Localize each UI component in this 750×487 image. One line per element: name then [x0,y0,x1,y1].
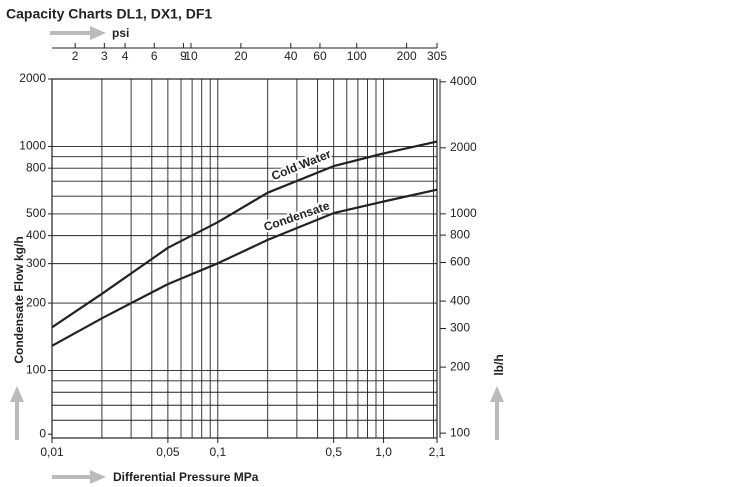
y2-tick-label: 2000 [450,140,477,154]
x2-tick-label: 200 [397,49,417,63]
y2-tick-label: 4000 [450,74,477,88]
x-tick-label: 0,1 [209,445,226,459]
x2-tick-label: 9 [180,49,187,63]
y2-tick-label: 600 [450,255,470,269]
y2-axis-label: lb/h [492,354,506,375]
chart-title: Capacity Charts DL1, DX1, DF1 [6,6,212,22]
y-tick-label: 800 [26,160,46,174]
arrow [52,475,92,479]
y2-tick-label: 100 [450,425,470,439]
y-tick-label: 400 [26,228,46,242]
x-tick-label: 0,5 [325,445,342,459]
x-axis-label: Differential Pressure MPa [113,470,259,484]
y-tick-label: 2000 [19,71,46,85]
y2-tick-label: 300 [450,321,470,335]
x2-tick-label: 20 [234,49,248,63]
y2-tick-label: 800 [450,227,470,241]
x2-tick-label: 2 [72,49,79,63]
x-tick-label: 2,1 [429,445,446,459]
arrow [495,400,499,440]
plot-frame [51,78,438,439]
arrow [490,386,504,402]
line-series [51,140,438,329]
y-tick-label: 200 [26,295,46,309]
x2-tick-label: 10 [184,49,198,63]
line-series [51,188,438,347]
arrows [10,26,504,484]
arrow [15,400,19,440]
arrow [90,26,106,40]
y-tick-label: 100 [26,363,46,377]
arrow [90,470,106,484]
y-tick-label: 0 [39,426,46,440]
series-label: Cold Water [269,146,333,183]
x-tick-label: 1,0 [375,445,392,459]
y2-tick-label: 200 [450,359,470,373]
y-tick-label: 500 [26,206,46,220]
x2-tick-label: 3 [101,49,108,63]
y-tick-label: 1000 [19,139,46,153]
x-tick-label: 0,05 [156,445,180,459]
x2-tick-label: 60 [313,49,327,63]
x2-axis-label: psi [112,26,129,40]
arrow [10,386,24,402]
y-tick-label: 300 [26,256,46,270]
y-axis-label: Condensate Flow kg/h [12,236,26,363]
x-tick-label: 0,01 [40,445,64,459]
y2-tick-label: 1000 [450,206,477,220]
arrow [50,31,92,35]
x2-tick-label: 305 [427,49,447,63]
x2-tick-label: 6 [151,49,158,63]
x2-tick-label: 4 [122,49,129,63]
x2-tick-label: 40 [284,49,298,63]
y2-tick-label: 400 [450,293,470,307]
x2-tick-label: 100 [347,49,367,63]
